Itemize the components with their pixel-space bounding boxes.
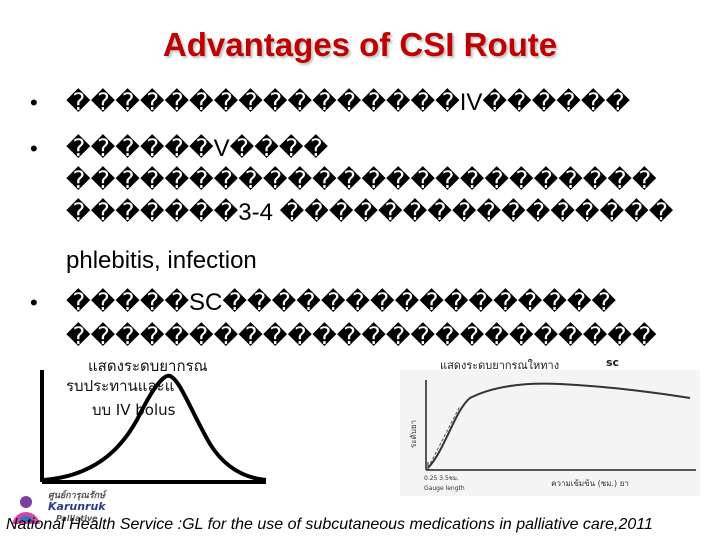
logo-line-1: ศูนย์การุณรักษ์: [48, 491, 106, 501]
right-figure-x-note: 0.25 3.5ชม.: [424, 475, 459, 482]
footer-citation: National Health Service :GL for the use …: [6, 516, 653, 533]
right-figure-caption: แสดงระดบยากรณใหทาง: [440, 359, 560, 372]
bullet-2-line-2: ������������������������: [66, 167, 657, 194]
logo-line-2: Karunruk: [48, 500, 106, 513]
bullet-dot: •: [30, 136, 38, 161]
bullet-dot: •: [30, 290, 38, 315]
bullet-2-line-1: ������V����: [66, 135, 329, 162]
sc-curve-figure: ระดับยา ความเข้มข้น (ชม.) ยา 0.25 3.5ชม.…: [400, 370, 700, 496]
bullet-3-line-2: ������������������������: [66, 323, 657, 350]
left-figure-caption-1: แสดงระดบยากรณ: [88, 357, 208, 375]
sc-rise-curve-dashed: [427, 405, 461, 469]
bell-curve: [43, 373, 267, 482]
bullet-2-line-4: phlebitis, infection: [66, 247, 257, 274]
right-figure-x-label: ความเข้มข้น (ชม.) ยา: [551, 479, 629, 488]
bullet-dot: •: [30, 90, 38, 115]
left-figure-caption-3: บบ IV bolus: [92, 401, 176, 419]
bullet-2-line-3: �������3-4 ����������������: [66, 199, 674, 226]
slide-title: Advantages of CSI Route: [162, 26, 558, 63]
left-figure-caption-2: รบประทานและแ: [66, 377, 175, 395]
bell-curve-figure: [40, 370, 267, 484]
karunruk-logo-icon: [12, 496, 40, 524]
bullet-3-line-1: �����SC����������������: [66, 289, 617, 316]
bullet-1-line-1: ����������������IV������: [66, 89, 631, 116]
logo-line-3: Palliative: [56, 514, 98, 523]
right-figure-caption-tag: sc: [606, 356, 620, 369]
sc-rise-curve: [427, 382, 691, 469]
right-figure-x-note-2: Gauge length: [424, 485, 465, 492]
right-figure-y-label: ระดับยา: [409, 420, 418, 448]
